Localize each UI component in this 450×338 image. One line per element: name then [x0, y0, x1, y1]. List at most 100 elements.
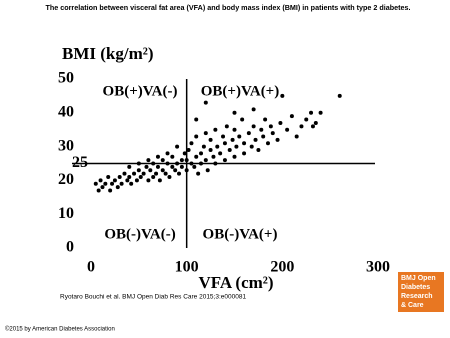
point: [313, 120, 318, 125]
point: [179, 158, 184, 163]
logo-text: BMJ Open: [401, 275, 436, 282]
logo-text: Diabetes: [401, 284, 430, 291]
point: [98, 178, 103, 183]
point: [173, 168, 178, 173]
point: [259, 127, 264, 132]
point: [134, 178, 139, 183]
point: [170, 164, 175, 169]
point: [157, 178, 162, 183]
point: [127, 164, 132, 169]
point: [268, 124, 273, 129]
point: [203, 131, 208, 136]
x-tick-label: 200: [270, 259, 294, 276]
point: [205, 168, 210, 173]
y-tick-label: 50: [58, 70, 74, 87]
quadrant-label: OB(-)VA(-): [104, 226, 175, 242]
quadrant-label: OB(+)VA(-): [103, 83, 178, 99]
x-tick-label: 0: [87, 259, 95, 276]
copyright: ©2015 by American Diabetes Association: [5, 326, 115, 333]
point: [117, 175, 122, 180]
point: [93, 181, 98, 186]
point: [242, 151, 247, 156]
point: [232, 127, 237, 132]
y-tick-label: 30: [58, 137, 74, 154]
point: [280, 93, 285, 98]
point: [119, 181, 124, 186]
point: [222, 141, 227, 146]
logo-box: [398, 272, 444, 312]
point: [232, 110, 237, 115]
point: [103, 181, 108, 186]
y-axis-title: BMI (kg/m²): [62, 44, 154, 63]
point: [251, 124, 256, 129]
point: [194, 154, 199, 159]
point: [261, 134, 266, 139]
point: [242, 141, 247, 146]
point: [232, 154, 237, 159]
point: [208, 147, 213, 152]
point: [211, 154, 216, 159]
point: [182, 151, 187, 156]
point: [154, 171, 159, 176]
x-axis-title: VFA (cm²): [198, 273, 273, 292]
point: [144, 164, 149, 169]
y-tick-label: 20: [58, 171, 74, 188]
quadrant-label: OB(+)VA(+): [201, 83, 279, 99]
point: [256, 147, 261, 152]
point: [186, 147, 191, 152]
point: [194, 117, 199, 122]
point: [208, 137, 213, 142]
point: [179, 164, 184, 169]
point: [230, 137, 235, 142]
point: [203, 158, 208, 163]
point: [246, 131, 251, 136]
point: [141, 171, 146, 176]
point: [337, 93, 342, 98]
point: [132, 171, 137, 176]
point: [294, 134, 299, 139]
point: [146, 178, 151, 183]
point: [265, 141, 270, 146]
point: [221, 134, 226, 139]
point: [309, 110, 314, 115]
point: [110, 181, 115, 186]
point: [177, 171, 182, 176]
point: [129, 181, 134, 186]
point: [148, 168, 153, 173]
point: [201, 144, 206, 149]
point: [299, 124, 304, 129]
point: [289, 114, 294, 119]
point: [199, 151, 204, 156]
point: [122, 171, 127, 176]
point: [175, 144, 180, 149]
reference-y-label: 25: [72, 154, 88, 171]
point: [127, 175, 132, 180]
point: [249, 144, 254, 149]
logo-text: & Care: [401, 302, 424, 309]
point: [163, 171, 168, 176]
logo-text: Research: [401, 293, 433, 300]
point: [278, 120, 283, 125]
point: [215, 144, 220, 149]
point: [263, 117, 268, 122]
point: [194, 134, 199, 139]
point: [285, 127, 290, 132]
point: [151, 175, 156, 180]
point: [196, 171, 201, 176]
point: [224, 124, 229, 129]
y-tick-label: 0: [66, 239, 74, 256]
point: [136, 168, 141, 173]
point: [165, 151, 170, 156]
y-tick-label: 10: [58, 205, 74, 222]
point: [237, 134, 242, 139]
point: [108, 188, 113, 193]
point: [96, 188, 101, 193]
y-tick-label: 40: [58, 103, 74, 120]
x-tick-label: 100: [175, 259, 199, 276]
point: [310, 124, 315, 129]
point: [251, 107, 256, 112]
point: [203, 100, 208, 105]
point: [100, 185, 105, 190]
point: [146, 158, 151, 163]
